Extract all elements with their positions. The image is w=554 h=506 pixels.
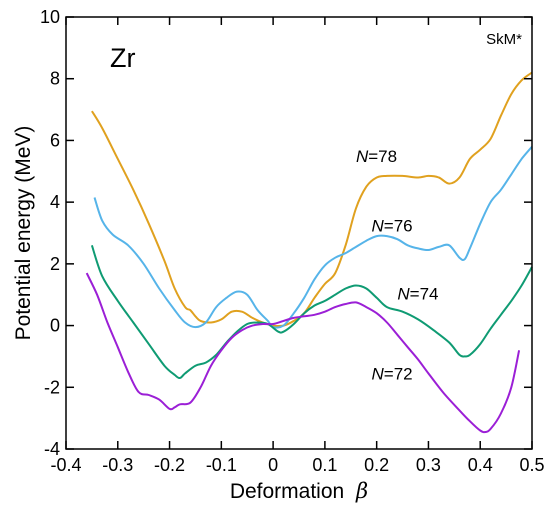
series-line-N-74 bbox=[90, 244, 533, 380]
x-tick-label: 0.2 bbox=[364, 455, 389, 475]
y-axis-title: Potential energy (MeV) bbox=[12, 126, 35, 341]
series-line-N-78 bbox=[91, 71, 533, 328]
y-tick-label: 8 bbox=[50, 69, 60, 89]
y-tick-label: 10 bbox=[40, 7, 60, 27]
ticks-layer: -0.4 -0.3 -0.2 -0.1 0 0.1 0.2 0.3 0.4 0.5 -4 -2 0 2 4 6… bbox=[40, 7, 545, 475]
interaction-annotation: SkM* bbox=[486, 31, 522, 48]
series-label-N-76: N=76 bbox=[371, 216, 412, 235]
x-tick-label: -0.3 bbox=[102, 455, 133, 475]
series-layer: N=78 N=76 N=74 N=72 bbox=[85, 71, 533, 434]
x-tick-label: 0.1 bbox=[312, 455, 337, 475]
series-label-N-72: N=72 bbox=[371, 365, 412, 384]
x-tick-label: -0.1 bbox=[206, 455, 237, 475]
x-tick-label: 0.3 bbox=[416, 455, 441, 475]
series-line-N-76 bbox=[93, 145, 533, 329]
x-tick-label: 0 bbox=[268, 455, 278, 475]
y-tick-label: 2 bbox=[50, 254, 60, 274]
x-axis-title: Deformation β bbox=[230, 479, 368, 503]
plot-frame bbox=[65, 16, 533, 450]
series-label-N-78: N=78 bbox=[356, 147, 397, 166]
nucleus-annotation: Zr bbox=[110, 43, 135, 73]
x-tick-label: 0.5 bbox=[519, 455, 544, 475]
x-axis-title-text: Deformation bbox=[230, 480, 344, 503]
x-tick-label: -0.2 bbox=[154, 455, 185, 475]
y-tick-label: -2 bbox=[44, 377, 60, 397]
series-line-N-72 bbox=[85, 272, 521, 434]
x-axis-title-symbol: β bbox=[355, 479, 368, 503]
x-tick-label: 0.4 bbox=[468, 455, 493, 475]
y-tick-label: 4 bbox=[50, 192, 60, 212]
x-tick-label: -0.4 bbox=[50, 455, 81, 475]
y-tick-label: -4 bbox=[44, 439, 60, 459]
y-tick-label: 6 bbox=[50, 130, 60, 150]
y-tick-label: 0 bbox=[50, 316, 60, 336]
series-label-N-74: N=74 bbox=[397, 284, 438, 303]
